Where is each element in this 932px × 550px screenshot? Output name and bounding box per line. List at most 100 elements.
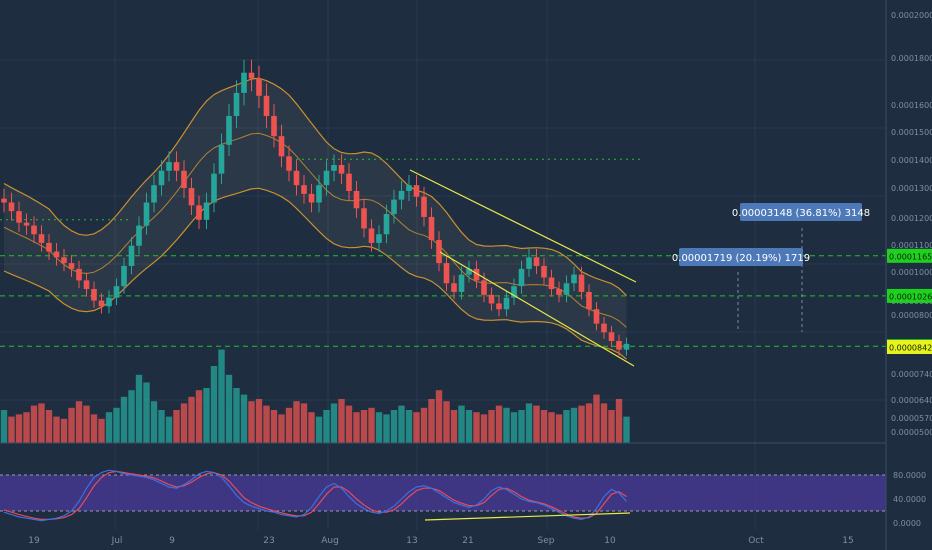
level-tag-middle-box[interactable] [887, 288, 932, 303]
candle-body [316, 185, 322, 203]
volume-bar [233, 388, 240, 443]
candle-body [158, 170, 165, 186]
volume-bar [38, 403, 45, 443]
volume-bar [128, 390, 135, 443]
candle-body [53, 251, 60, 258]
candle-body [196, 205, 202, 220]
last-price-tag-box[interactable] [887, 340, 932, 354]
candle-body [586, 291, 592, 310]
volume-bars [0, 349, 630, 443]
stoch-k-line [3, 469, 627, 522]
candle-body [361, 208, 367, 229]
volume-bar [225, 374, 233, 443]
volume-bar [15, 414, 23, 443]
volume-bar [548, 412, 555, 443]
candle-body [353, 190, 360, 209]
candle-body [548, 277, 555, 290]
volume-bar [210, 366, 218, 443]
candle-body [338, 165, 345, 174]
candle-body [623, 343, 630, 350]
volume-bar [375, 412, 383, 443]
volume-bar [555, 414, 563, 443]
candle-body [436, 240, 442, 264]
volume-bar [203, 388, 210, 443]
candle-body [226, 115, 232, 145]
candle-body [616, 340, 622, 350]
candle-body [526, 257, 532, 269]
volume-bar [518, 410, 525, 443]
volume-bar [218, 349, 225, 443]
volume-bar [135, 374, 143, 443]
time-axis[interactable]: 19 Jul 9 23 Aug 13 21 Sep 10 Oct 15 [28, 536, 853, 546]
candle-body [488, 294, 495, 304]
candle-body [181, 170, 187, 189]
stochastic-axis[interactable]: 80.0000 40.0000 0.0000 [893, 471, 926, 528]
volume-bar [330, 403, 338, 443]
candle-body [83, 280, 90, 290]
volume-bar [150, 401, 158, 443]
time-tick-label: 23 [263, 536, 274, 546]
time-tick-label: 15 [842, 536, 853, 546]
time-tick-label: 21 [462, 536, 473, 546]
level-tag-upper-box[interactable] [887, 248, 932, 263]
volume-bar [98, 418, 105, 443]
volume-bar [8, 416, 15, 443]
last-price-tag: 0.00008426 [889, 344, 932, 353]
volume-bar [398, 405, 405, 443]
candle-body [578, 274, 585, 292]
time-tick-label: 10 [604, 536, 616, 546]
measure-label-large-box[interactable] [740, 203, 862, 221]
measure-tools[interactable]: 0.00003148 (36.81%) 3148 0.00001719 (20.1… [672, 203, 870, 332]
candle-body [241, 72, 247, 93]
stoch-tick-label: 80.0000 [893, 471, 926, 480]
candle-body [128, 245, 135, 266]
price-pane[interactable]: 0.00003148 (36.81%) 3148 0.00001719 (20.1… [0, 59, 886, 443]
volume-bar [158, 410, 165, 443]
trend-line-lower[interactable] [439, 251, 635, 367]
volume-bar [585, 403, 593, 443]
trend-lines[interactable] [409, 169, 637, 367]
volume-bar [458, 405, 465, 443]
candle-body [136, 225, 142, 246]
stoch-divergence-line[interactable] [424, 512, 631, 521]
time-tick-label: 19 [28, 536, 40, 546]
stochastic-rsi-pane[interactable] [0, 469, 886, 522]
volume-bar [105, 412, 113, 443]
candle-body [556, 289, 562, 295]
candle-body [383, 214, 390, 235]
candle-body [106, 297, 112, 307]
volume-bar [473, 412, 480, 443]
candle-body [166, 162, 172, 171]
volume-bar [323, 410, 330, 443]
level-tag-upper: 0.00011652 [889, 252, 932, 261]
volume-bar [285, 407, 293, 443]
level-tag-middle: 0.00010261 [889, 292, 932, 301]
candle-body [346, 173, 352, 191]
volume-bar [293, 401, 300, 443]
volume-bar [248, 401, 255, 443]
candle-body [421, 196, 427, 217]
time-tick-label: 13 [406, 536, 417, 546]
volume-bar [495, 405, 503, 443]
volume-bar [450, 410, 458, 443]
volume-bar [83, 405, 90, 443]
volume-bar [623, 416, 630, 443]
volume-bar [405, 410, 413, 443]
candle-body [571, 274, 577, 284]
measure-label-small-box[interactable] [679, 248, 803, 266]
candle-body [46, 242, 52, 252]
volume-bar [255, 399, 263, 443]
candle-body [76, 268, 82, 281]
volume-bar [503, 407, 510, 443]
candle-body [121, 265, 127, 287]
candle-body [308, 193, 315, 203]
volume-bar [195, 390, 203, 443]
volume-bar [165, 416, 173, 443]
trend-line-upper[interactable] [409, 169, 637, 283]
